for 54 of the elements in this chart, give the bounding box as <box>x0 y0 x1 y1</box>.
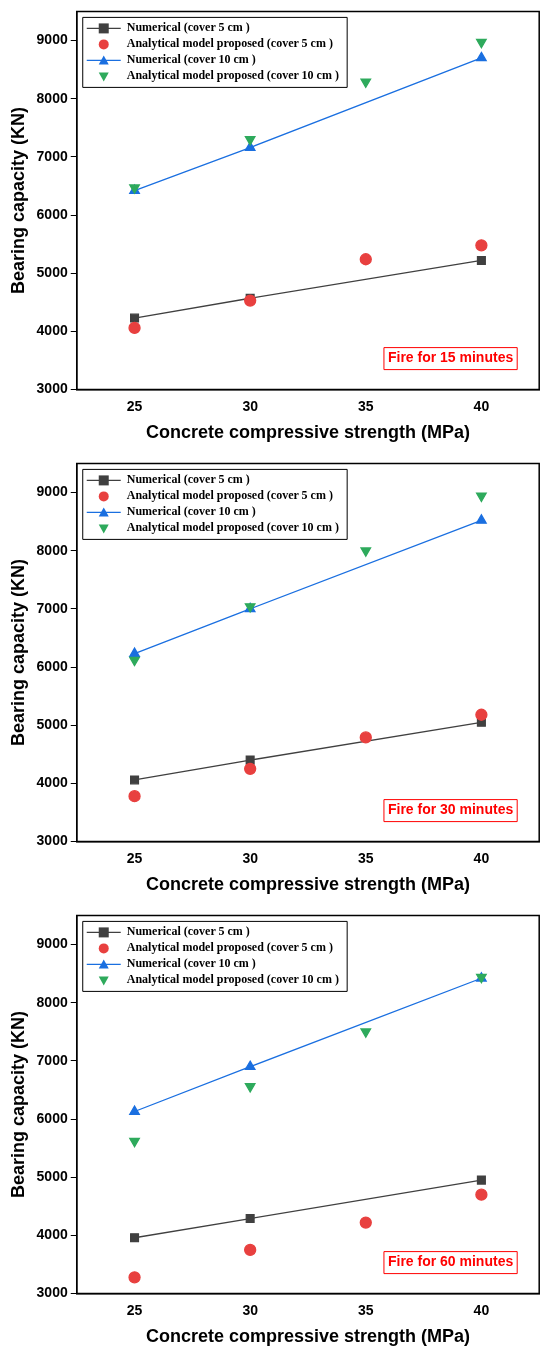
y-tick-label: 4000 <box>36 1226 68 1243</box>
y-tick-label: 9000 <box>36 935 68 952</box>
annotation: Fire for 30 minutes <box>387 801 514 818</box>
y-tick-label: 4000 <box>36 322 68 339</box>
x-tick-label: 40 <box>473 849 490 866</box>
legend-label: Numerical (cover 10 cm ) <box>126 52 256 67</box>
y-axis-title: Bearing capacity (KN) <box>7 106 28 295</box>
y-tick-label: 8000 <box>36 993 68 1010</box>
x-tick-label: 25 <box>126 1301 143 1318</box>
y-tick-label: 3000 <box>36 380 68 397</box>
y-tick-label: 6000 <box>36 205 68 222</box>
y-tick-label: 3000 <box>36 1284 68 1301</box>
y-tick-label: 7000 <box>36 1051 68 1068</box>
x-axis-title: Concrete compressive strength (MPa) <box>145 874 471 895</box>
legend-label: Analytical model proposed (cover 10 cm ) <box>126 68 339 83</box>
x-tick-label: 30 <box>242 849 259 866</box>
x-tick-label: 40 <box>473 397 490 414</box>
y-axis-title: Bearing capacity (KN) <box>7 1010 28 1199</box>
x-tick-label: 30 <box>242 1301 259 1318</box>
legend-label: Analytical model proposed (cover 10 cm ) <box>126 972 339 987</box>
x-tick-label: 35 <box>357 849 374 866</box>
x-tick-label: 35 <box>357 1301 374 1318</box>
legend-label: Analytical model proposed (cover 10 cm ) <box>126 520 339 535</box>
legend-label: Numerical (cover 10 cm ) <box>126 504 256 519</box>
legend-label: Analytical model proposed (cover 5 cm ) <box>126 36 333 51</box>
y-tick-label: 5000 <box>36 1168 68 1185</box>
y-tick-label: 9000 <box>36 31 68 48</box>
legend-label: Numerical (cover 5 cm ) <box>126 924 250 939</box>
y-tick-label: 5000 <box>36 264 68 281</box>
x-axis-title: Concrete compressive strength (MPa) <box>145 422 471 443</box>
y-tick-label: 4000 <box>36 774 68 791</box>
legend-label: Numerical (cover 10 cm ) <box>126 956 256 971</box>
x-axis-title: Concrete compressive strength (MPa) <box>145 1326 471 1347</box>
annotation: Fire for 60 minutes <box>387 1253 514 1270</box>
legend-label: Analytical model proposed (cover 5 cm ) <box>126 488 333 503</box>
annotation: Fire for 15 minutes <box>387 349 514 366</box>
y-tick-label: 9000 <box>36 483 68 500</box>
y-tick-label: 3000 <box>36 832 68 849</box>
legend-label: Numerical (cover 5 cm ) <box>126 20 250 35</box>
x-tick-label: 25 <box>126 849 143 866</box>
y-axis-title: Bearing capacity (KN) <box>7 558 28 747</box>
y-tick-label: 8000 <box>36 89 68 106</box>
y-tick-label: 6000 <box>36 657 68 674</box>
y-tick-label: 7000 <box>36 599 68 616</box>
y-tick-label: 5000 <box>36 716 68 733</box>
x-tick-label: 25 <box>126 397 143 414</box>
y-tick-label: 7000 <box>36 147 68 164</box>
x-tick-label: 30 <box>242 397 259 414</box>
legend-label: Analytical model proposed (cover 5 cm ) <box>126 940 333 955</box>
legend-label: Numerical (cover 5 cm ) <box>126 472 250 487</box>
y-tick-label: 6000 <box>36 1109 68 1126</box>
x-tick-label: 40 <box>473 1301 490 1318</box>
y-tick-label: 8000 <box>36 541 68 558</box>
x-tick-label: 35 <box>357 397 374 414</box>
